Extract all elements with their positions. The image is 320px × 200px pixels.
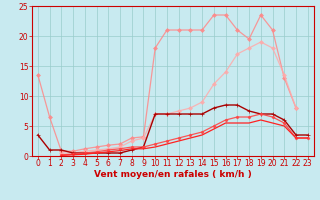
- X-axis label: Vent moyen/en rafales ( km/h ): Vent moyen/en rafales ( km/h ): [94, 170, 252, 179]
